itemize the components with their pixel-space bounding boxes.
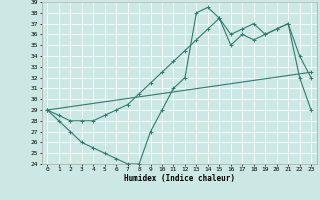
X-axis label: Humidex (Indice chaleur): Humidex (Indice chaleur): [124, 174, 235, 183]
